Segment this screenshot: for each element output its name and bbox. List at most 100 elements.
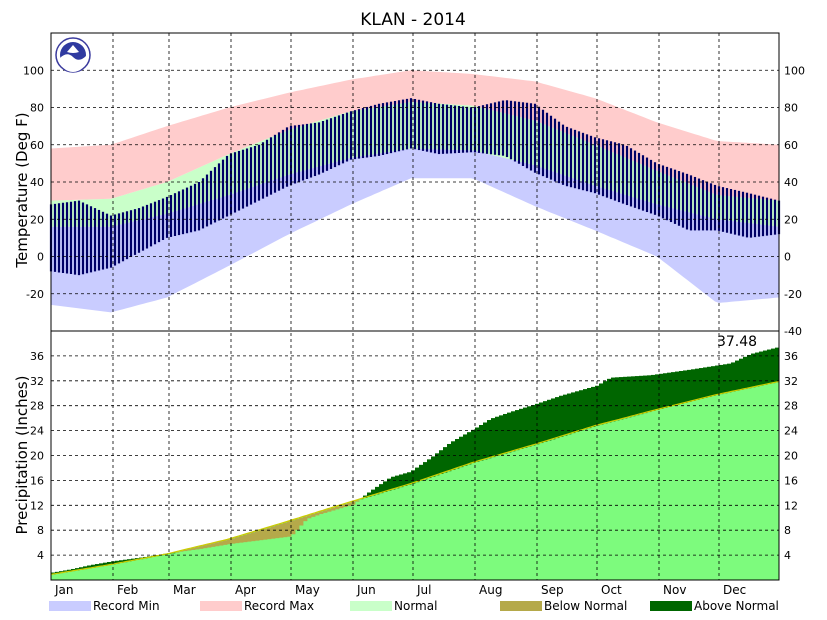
legend-label: Normal [394, 599, 437, 613]
above-normal-segment [591, 386, 596, 427]
above-normal-segment [571, 392, 576, 434]
month-label: Mar [173, 583, 196, 597]
precipitation-tick-label-right: 8 [784, 524, 791, 537]
precipitation-tick-label-left: 8 [37, 524, 44, 537]
chart-grid [51, 33, 779, 580]
precipitation-tick-label-right: 20 [784, 450, 798, 463]
above-normal-segment [699, 368, 704, 399]
above-normal-segment [691, 369, 696, 401]
below-normal-segment [279, 523, 284, 538]
above-normal-segment [519, 408, 524, 449]
above-normal-segment [727, 363, 732, 393]
month-label: Feb [117, 583, 138, 597]
temperature-tick-label-right: 60 [784, 139, 798, 152]
above-normal-segment [659, 373, 664, 409]
above-normal-segment [119, 560, 124, 563]
above-normal-segment [531, 405, 536, 446]
above-normal-segment [459, 436, 464, 468]
above-normal-segment [67, 569, 72, 572]
above-normal-segment [467, 432, 472, 465]
precipitation-tick-label-left: 4 [37, 549, 44, 562]
above-normal-segment [719, 364, 724, 395]
above-normal-segment [123, 559, 128, 563]
observed-temperature-bars [49, 98, 781, 276]
above-normal-segment [455, 439, 460, 469]
below-normal-segment [271, 526, 276, 539]
above-normal-segment [583, 389, 588, 430]
above-normal-segment [427, 459, 432, 479]
above-normal-segment [419, 464, 424, 481]
above-normal-segment [655, 374, 660, 410]
above-normal-segment [599, 383, 604, 425]
below-normal-segment [335, 506, 340, 510]
above-normal-segment [579, 390, 584, 431]
above-normal-segment [555, 397, 560, 439]
above-normal-segment [435, 453, 440, 476]
below-normal-segment [263, 528, 268, 540]
above-normal-segment [567, 393, 572, 435]
above-normal-segment [627, 376, 632, 418]
above-normal-segment [523, 407, 528, 448]
below-normal-segment [355, 500, 360, 502]
above-normal-segment [587, 387, 592, 429]
below-normal-segment [223, 540, 228, 545]
legend-label: Above Normal [694, 599, 779, 613]
above-normal-segment [651, 374, 656, 411]
below-normal-segment [243, 534, 248, 543]
precipitation-tick-label-right: 4 [784, 549, 791, 562]
below-normal-segment [187, 549, 192, 551]
month-label: Jul [416, 583, 431, 597]
month-label: Aug [479, 583, 502, 597]
precipitation-tick-label-right: 12 [784, 499, 798, 512]
above-normal-segment [667, 372, 672, 407]
chart-title: KLAN - 2014 [360, 10, 466, 30]
legend-swatch [350, 601, 392, 611]
above-normal-segment [443, 447, 448, 473]
temperature-tick-label-left: -20 [26, 288, 44, 301]
above-normal-segment [739, 358, 744, 390]
above-normal-segment [87, 565, 92, 569]
precipitation-tick-label-right: 16 [784, 474, 798, 487]
above-normal-segment [575, 391, 580, 432]
precipitation-tick-label-left: 12 [30, 499, 44, 512]
above-normal-segment [671, 372, 676, 406]
temperature-tick-label-right: 80 [784, 102, 798, 115]
month-label: Sep [541, 583, 564, 597]
above-normal-segment [99, 563, 104, 567]
above-normal-segment [383, 481, 388, 492]
above-normal-segment [631, 376, 636, 417]
precipitation-tick-label-left: 20 [30, 450, 44, 463]
precipitation-tick-label-left: 28 [30, 400, 44, 413]
legend-label: Record Min [93, 599, 160, 613]
below-normal-segment [179, 550, 184, 552]
above-normal-segment [635, 376, 640, 416]
above-normal-segment [703, 367, 708, 398]
above-normal-segment [763, 350, 768, 385]
above-normal-segment [471, 429, 476, 464]
above-normal-segment [375, 486, 380, 495]
above-normal-segment [79, 567, 84, 570]
below-normal-segment [227, 539, 232, 545]
above-normal-segment [615, 377, 620, 421]
above-normal-segment [487, 420, 492, 459]
below-normal-segment [311, 514, 316, 517]
precipitation-tick-label-left: 16 [30, 474, 44, 487]
above-normal-segment [563, 394, 568, 436]
below-normal-segment [323, 510, 328, 513]
above-normal-segment [767, 349, 772, 384]
above-normal-segment [71, 568, 76, 572]
plot-border [50, 32, 780, 581]
above-normal-segment [475, 427, 480, 462]
below-normal-segment [239, 535, 244, 543]
above-normal-segment [603, 381, 608, 424]
above-normal-segment [107, 562, 112, 566]
below-normal-segment [299, 517, 304, 526]
above-normal-segment [643, 375, 648, 414]
precipitation-tick-label-right: 36 [784, 350, 798, 363]
above-normal-segment [483, 422, 488, 460]
below-normal-segment [203, 545, 208, 549]
above-normal-segment [755, 352, 760, 387]
precipitation-tick-label-right: 32 [784, 375, 798, 388]
below-normal-segment [347, 502, 352, 506]
